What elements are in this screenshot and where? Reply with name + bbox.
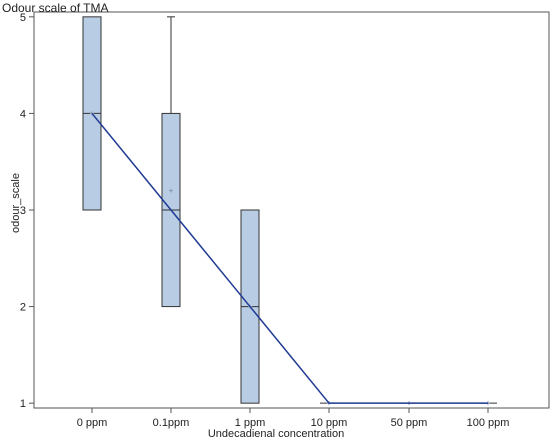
y-tick-label: 1 bbox=[20, 398, 26, 410]
y-tick-label: 2 bbox=[20, 302, 26, 314]
x-tick-label: 0 ppm bbox=[77, 417, 108, 429]
y-tick-label: 4 bbox=[20, 108, 26, 120]
y-axis-title: odour_scale bbox=[10, 173, 22, 233]
x-axis-title: Undecadienal concentration bbox=[207, 428, 345, 440]
trend-line bbox=[91, 112, 488, 404]
x-tick-label: 100 ppm bbox=[467, 417, 510, 429]
x-tick-label: 10 ppm bbox=[311, 417, 348, 429]
plot-frame bbox=[33, 11, 550, 409]
x-tick-label: 1 ppm bbox=[235, 417, 266, 429]
chart-title: Odour scale of TMA bbox=[2, 1, 109, 15]
y-tick-label: 3 bbox=[20, 205, 26, 217]
x-tick-label: 50 ppm bbox=[391, 417, 428, 429]
y-tick-label: 5 bbox=[20, 12, 26, 24]
x-tick-label: 0.1ppm bbox=[153, 417, 190, 429]
